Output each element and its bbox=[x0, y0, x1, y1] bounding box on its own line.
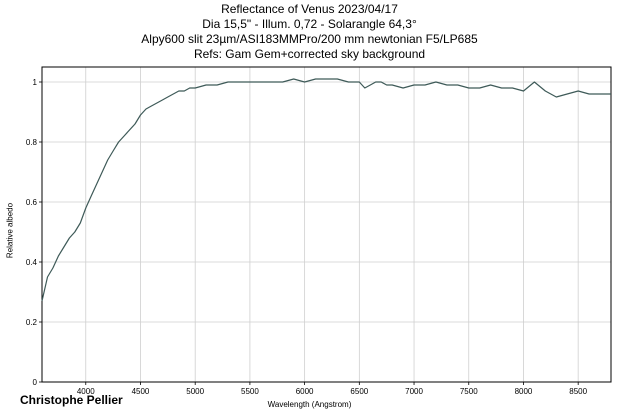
x-tick-label: 8500 bbox=[569, 387, 587, 396]
y-tick-label: 0.4 bbox=[26, 258, 38, 267]
x-tick-label: 6500 bbox=[350, 387, 368, 396]
chart-subtitle-1: Dia 15,5" - Illum. 0,72 - Solarangle 64,… bbox=[202, 17, 417, 31]
x-tick-label: 8000 bbox=[515, 387, 533, 396]
x-tick-label: 7500 bbox=[460, 387, 478, 396]
y-tick-label: 0.8 bbox=[26, 138, 38, 147]
chart-subtitle-2: Alpy600 slit 23µm/ASI183MMPro/200 mm new… bbox=[141, 32, 478, 46]
chart-subtitle-3: Refs: Gam Gem+corrected sky background bbox=[193, 47, 426, 61]
x-tick-label: 5500 bbox=[241, 387, 259, 396]
author-credit: Christophe Pellier bbox=[20, 393, 123, 407]
x-tick-label: 7000 bbox=[405, 387, 423, 396]
x-tick-label: 4500 bbox=[132, 387, 150, 396]
reflectance-series-line bbox=[41, 78, 611, 302]
plot-area bbox=[42, 67, 611, 382]
y-tick-label: 1 bbox=[33, 78, 38, 87]
x-tick-label: 4000 bbox=[77, 387, 95, 396]
y-tick-label: 0.6 bbox=[26, 198, 38, 207]
x-tick-label: 6000 bbox=[296, 387, 314, 396]
y-tick-label: 0 bbox=[33, 378, 38, 387]
x-axis-label: Wavelength (Angstrom) bbox=[267, 400, 352, 409]
plot-frame bbox=[41, 66, 612, 383]
y-axis-label: Relative albedo bbox=[5, 202, 15, 259]
x-tick-label: 5000 bbox=[186, 387, 204, 396]
chart-title: Reflectance of Venus 2023/04/17 bbox=[221, 2, 398, 16]
chart-titles: Reflectance of Venus 2023/04/17 Dia 15,5… bbox=[0, 2, 619, 62]
y-tick-label: 0.2 bbox=[26, 318, 38, 327]
